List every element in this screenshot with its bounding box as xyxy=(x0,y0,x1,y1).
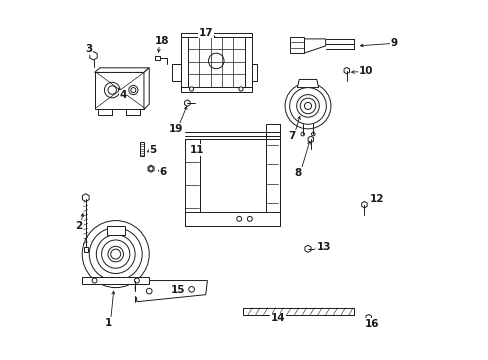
Polygon shape xyxy=(90,51,97,60)
Text: 6: 6 xyxy=(159,167,166,177)
Text: 14: 14 xyxy=(270,313,285,323)
Polygon shape xyxy=(143,68,149,109)
Circle shape xyxy=(96,235,135,274)
Circle shape xyxy=(189,87,193,91)
Text: 18: 18 xyxy=(154,36,168,46)
Polygon shape xyxy=(148,165,154,172)
Text: 4: 4 xyxy=(119,90,126,100)
Polygon shape xyxy=(155,56,160,60)
Circle shape xyxy=(134,278,139,283)
Circle shape xyxy=(146,288,152,294)
Circle shape xyxy=(208,53,224,69)
Polygon shape xyxy=(244,37,251,86)
Text: 16: 16 xyxy=(364,319,379,329)
Circle shape xyxy=(296,95,319,117)
Polygon shape xyxy=(140,142,144,156)
Polygon shape xyxy=(290,39,325,53)
Polygon shape xyxy=(83,247,88,252)
Text: 5: 5 xyxy=(149,145,156,155)
Circle shape xyxy=(188,287,194,292)
Polygon shape xyxy=(181,37,188,86)
Circle shape xyxy=(311,132,314,136)
Polygon shape xyxy=(107,226,124,235)
Polygon shape xyxy=(290,37,304,53)
Polygon shape xyxy=(94,72,143,109)
Circle shape xyxy=(128,85,138,95)
Polygon shape xyxy=(82,194,89,202)
Polygon shape xyxy=(344,67,349,74)
Circle shape xyxy=(104,82,120,98)
Polygon shape xyxy=(184,100,190,106)
Text: 17: 17 xyxy=(198,27,213,37)
Polygon shape xyxy=(361,202,366,208)
Polygon shape xyxy=(172,64,181,81)
Polygon shape xyxy=(184,139,200,226)
Circle shape xyxy=(285,83,330,129)
Polygon shape xyxy=(265,123,279,212)
Polygon shape xyxy=(94,68,149,72)
Polygon shape xyxy=(126,109,140,115)
Polygon shape xyxy=(181,33,251,37)
Circle shape xyxy=(247,216,252,221)
Text: 2: 2 xyxy=(75,221,82,231)
Circle shape xyxy=(108,246,123,262)
Polygon shape xyxy=(82,277,149,284)
Text: 1: 1 xyxy=(105,318,112,328)
Polygon shape xyxy=(365,314,371,321)
Text: 7: 7 xyxy=(288,131,295,141)
Text: 9: 9 xyxy=(390,39,397,49)
Text: 11: 11 xyxy=(189,145,203,155)
Text: 3: 3 xyxy=(85,45,92,54)
Text: 19: 19 xyxy=(168,124,183,134)
Circle shape xyxy=(92,278,97,283)
Polygon shape xyxy=(135,280,207,302)
Polygon shape xyxy=(305,245,310,252)
Polygon shape xyxy=(135,291,142,296)
Polygon shape xyxy=(297,80,318,87)
Circle shape xyxy=(300,132,304,136)
Polygon shape xyxy=(307,136,313,143)
Text: 8: 8 xyxy=(294,168,302,178)
Polygon shape xyxy=(181,86,251,92)
Circle shape xyxy=(304,102,311,109)
Text: 10: 10 xyxy=(358,66,373,76)
Polygon shape xyxy=(98,109,112,115)
Polygon shape xyxy=(184,212,279,226)
Text: 13: 13 xyxy=(316,242,330,252)
Polygon shape xyxy=(242,308,353,315)
Circle shape xyxy=(82,221,149,288)
Circle shape xyxy=(238,87,243,91)
Text: 12: 12 xyxy=(369,194,383,204)
Text: 15: 15 xyxy=(171,285,185,295)
Polygon shape xyxy=(251,64,256,81)
Circle shape xyxy=(236,216,241,221)
